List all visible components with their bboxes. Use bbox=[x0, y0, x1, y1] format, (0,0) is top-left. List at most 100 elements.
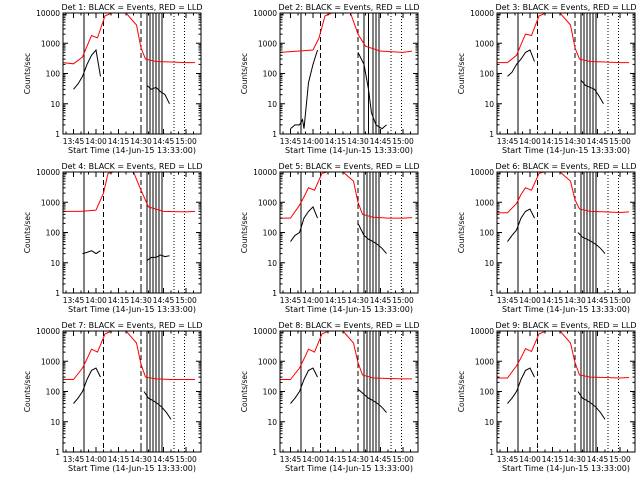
x-axis-label: Start Time (14-Jun-15 13:33:00) bbox=[285, 464, 413, 473]
x-tick-label: 13:45 bbox=[63, 455, 85, 464]
events-series-line bbox=[507, 367, 535, 404]
y-tick-label: 10 bbox=[50, 100, 60, 109]
y-axis-label: Counts/sec bbox=[240, 53, 249, 94]
x-tick-label: 14:15 bbox=[542, 455, 564, 464]
x-tick-label: 14:45 bbox=[587, 296, 609, 305]
x-tick-label: 14:15 bbox=[108, 455, 130, 464]
y-axis-label: Counts/sec bbox=[240, 212, 249, 253]
x-tick-label: 15:00 bbox=[609, 455, 631, 464]
y-tick-label: 1 bbox=[55, 130, 60, 139]
y-axis-label: Counts/sec bbox=[23, 53, 32, 94]
x-tick-label: 14:30 bbox=[347, 296, 369, 305]
x-axis-label: Start Time (14-Jun-15 13:33:00) bbox=[502, 146, 630, 155]
x-tick-label: 13:45 bbox=[280, 455, 302, 464]
x-axis-label: Start Time (14-Jun-15 13:33:00) bbox=[285, 146, 413, 155]
x-tick-label: 13:45 bbox=[63, 137, 85, 146]
y-tick-label: 1 bbox=[55, 448, 60, 457]
x-tick-label: 13:45 bbox=[497, 455, 519, 464]
lld-series-line bbox=[63, 331, 195, 380]
x-tick-label: 15:00 bbox=[175, 137, 197, 146]
y-tick-label: 10 bbox=[50, 418, 60, 427]
events-series-line bbox=[580, 79, 604, 105]
plot-area bbox=[497, 172, 630, 293]
detector-panel: 1 10 100 1000 10000 13:45 14:00 14:15 14:30 14:45… bbox=[457, 162, 636, 314]
x-tick-label: 14:45 bbox=[370, 296, 392, 305]
events-series-line bbox=[146, 85, 170, 105]
detector-panel: 1 10 100 1000 10000 13:45 14:00 14:15 14:30 14:45… bbox=[457, 321, 636, 473]
lld-series-line bbox=[63, 13, 195, 65]
events-series-line bbox=[290, 49, 318, 130]
x-tick-label: 15:00 bbox=[609, 296, 631, 305]
panel-title: Det 3: BLACK = Events, RED = LLD bbox=[496, 3, 637, 12]
y-tick-label: 10000 bbox=[253, 9, 277, 18]
plot-area bbox=[497, 13, 629, 134]
y-tick-label: 1 bbox=[489, 289, 494, 298]
events-series-line bbox=[146, 254, 170, 261]
x-tick-label: 15:00 bbox=[609, 137, 631, 146]
y-tick-label: 10 bbox=[50, 259, 60, 268]
events-series-line bbox=[73, 367, 101, 404]
events-series-line bbox=[143, 391, 172, 420]
x-tick-label: 15:00 bbox=[392, 296, 414, 305]
x-tick-label: 14:30 bbox=[564, 455, 586, 464]
x-tick-label: 13:45 bbox=[497, 296, 519, 305]
x-tick-label: 14:00 bbox=[302, 455, 324, 464]
x-tick-label: 14:30 bbox=[130, 137, 152, 146]
x-tick-label: 14:15 bbox=[325, 455, 347, 464]
lld-series-line bbox=[497, 331, 630, 379]
y-axis-label: Counts/sec bbox=[23, 212, 32, 253]
y-tick-label: 100 bbox=[46, 229, 61, 238]
events-series-line bbox=[577, 391, 606, 420]
y-tick-label: 1000 bbox=[258, 39, 277, 48]
plot-area bbox=[280, 331, 412, 452]
y-tick-label: 1 bbox=[272, 448, 277, 457]
y-tick-label: 1 bbox=[272, 289, 277, 298]
y-tick-label: 100 bbox=[263, 70, 278, 79]
detector-panel: 1 10 100 1000 10000 13:45 14:00 14:15 14:30 14:45… bbox=[23, 321, 202, 473]
events-series-line bbox=[357, 223, 387, 254]
x-tick-label: 13:45 bbox=[280, 137, 302, 146]
x-tick-label: 14:15 bbox=[542, 296, 564, 305]
y-tick-label: 100 bbox=[480, 70, 495, 79]
x-tick-label: 14:45 bbox=[587, 137, 609, 146]
y-tick-label: 1 bbox=[272, 130, 277, 139]
x-tick-label: 14:00 bbox=[302, 137, 324, 146]
events-series-line bbox=[507, 49, 535, 77]
y-tick-label: 1000 bbox=[41, 39, 60, 48]
x-tick-label: 14:15 bbox=[325, 296, 347, 305]
events-series-line bbox=[290, 367, 318, 404]
y-tick-label: 10000 bbox=[470, 327, 494, 336]
y-tick-label: 100 bbox=[480, 229, 495, 238]
y-tick-label: 100 bbox=[263, 229, 278, 238]
panel-title: Det 4: BLACK = Events, RED = LLD bbox=[62, 162, 203, 171]
plot-area bbox=[63, 13, 195, 134]
plot-area bbox=[63, 172, 196, 293]
y-tick-label: 1000 bbox=[475, 357, 494, 366]
panel-title: Det 2: BLACK = Events, RED = LLD bbox=[279, 3, 420, 12]
y-tick-label: 10000 bbox=[470, 9, 494, 18]
x-tick-label: 14:00 bbox=[519, 137, 541, 146]
y-tick-label: 10000 bbox=[253, 327, 277, 336]
panel-title: Det 1: BLACK = Events, RED = LLD bbox=[62, 3, 203, 12]
y-tick-label: 1 bbox=[55, 289, 60, 298]
panel-title: Det 8: BLACK = Events, RED = LLD bbox=[279, 321, 420, 330]
lld-series-line bbox=[63, 172, 196, 213]
y-axis-label: Counts/sec bbox=[240, 371, 249, 412]
detector-panel: 1 10 100 1000 10000 13:45 14:00 14:15 14:30 14:45… bbox=[23, 3, 202, 155]
lld-series-line bbox=[280, 13, 413, 53]
x-tick-label: 14:00 bbox=[85, 137, 107, 146]
plot-area bbox=[280, 13, 413, 134]
x-tick-label: 14:00 bbox=[519, 296, 541, 305]
x-tick-label: 14:30 bbox=[564, 296, 586, 305]
x-axis-label: Start Time (14-Jun-15 13:33:00) bbox=[502, 305, 630, 314]
x-tick-label: 14:30 bbox=[347, 455, 369, 464]
events-series-line bbox=[357, 52, 387, 130]
x-tick-label: 14:45 bbox=[153, 137, 175, 146]
events-series-line bbox=[82, 250, 101, 255]
x-tick-label: 14:45 bbox=[587, 455, 609, 464]
lld-series-line bbox=[280, 331, 412, 380]
y-tick-label: 10000 bbox=[253, 168, 277, 177]
panel-title: Det 6: BLACK = Events, RED = LLD bbox=[496, 162, 637, 171]
lld-series-line bbox=[497, 13, 629, 64]
